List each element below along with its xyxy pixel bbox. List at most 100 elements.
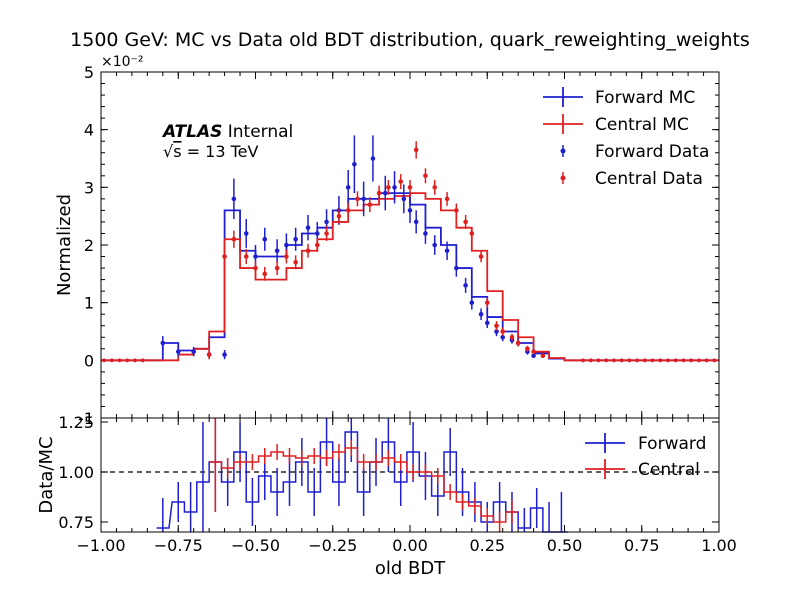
data-point (305, 248, 311, 254)
data-point (222, 254, 227, 259)
data-point (484, 320, 490, 326)
data-point (253, 265, 258, 271)
zero-point (666, 358, 670, 363)
data-point (423, 231, 428, 236)
zero-point (110, 358, 114, 363)
data-point (540, 353, 546, 359)
data-point (293, 260, 298, 265)
zero-point (612, 358, 616, 363)
zero-point (650, 358, 655, 363)
zero-point (712, 358, 717, 363)
zero-point (125, 358, 130, 363)
data-point (367, 202, 373, 207)
y-offset-label: ×10⁻² (101, 54, 144, 70)
ratio-frame (100, 417, 720, 533)
data-point (361, 196, 366, 202)
data-point (315, 231, 320, 236)
zero-point (689, 358, 693, 363)
data-point (324, 231, 329, 236)
ratio-xtick-label: −1.00 (76, 536, 125, 555)
data-point (444, 196, 450, 202)
ratio-xtick-label: 0.00 (392, 536, 428, 555)
atlas-status: Internal (228, 122, 294, 142)
data-point (352, 161, 357, 167)
data-point (500, 334, 506, 340)
data-point (386, 185, 391, 190)
zero-point (627, 358, 632, 363)
data-point (345, 185, 351, 190)
zero-point (604, 358, 609, 363)
ratio-xtick-label: −0.50 (231, 536, 280, 555)
data-point (494, 329, 499, 334)
data-point (191, 349, 196, 354)
data-point (253, 254, 258, 259)
main-y-axis-label: Normalized (54, 194, 75, 296)
zero-point (619, 358, 624, 363)
legend-label: Central MC (595, 115, 689, 135)
data-point (382, 190, 388, 196)
legend-marker (560, 175, 566, 181)
main-ytick-label: 3 (84, 178, 94, 197)
zero-point (643, 358, 647, 363)
legend-marker (560, 148, 566, 154)
ratio-ytick-label: 0.75 (58, 513, 94, 532)
data-point (407, 185, 413, 190)
zero-point (581, 358, 585, 363)
data-point (293, 236, 298, 242)
ratio-xtick-label: 0.50 (547, 536, 583, 555)
data-point (243, 254, 249, 259)
data-point (463, 219, 468, 225)
main-legend: Forward MC Central MC Forward Data Central … (543, 87, 709, 189)
ratio-panel: 0.75 1.00 1.25 −1.00 −0.75 −0.50 −0.25 0.00 0.25… (36, 413, 737, 579)
data-point (463, 283, 468, 288)
zero-point (102, 358, 106, 363)
main-ytick-label: 4 (84, 121, 94, 140)
zero-point (140, 358, 145, 363)
data-point (243, 231, 249, 236)
ratio-xtick-label: 1.00 (701, 536, 737, 555)
ratio-xtick-label: −0.25 (308, 536, 357, 555)
legend-label: Forward Data (595, 142, 709, 162)
data-point (469, 231, 475, 236)
data-point (469, 300, 475, 305)
data-point (432, 242, 438, 248)
ratio-y-axis-label: Data/MC (36, 436, 57, 513)
main-ytick-label: 5 (84, 63, 94, 82)
ratio-ytick-label: 1.00 (58, 463, 94, 482)
atlas-label: ATLAS Internal √s = 13 TeV (161, 122, 293, 161)
data-point (500, 329, 506, 334)
ratio-series-central (209, 447, 519, 523)
zero-point (673, 358, 678, 363)
ratio-series (156, 418, 568, 533)
data-point (494, 323, 499, 329)
data-point (206, 352, 212, 357)
data-point (262, 271, 268, 277)
zero-point (635, 358, 639, 363)
data-point (413, 147, 419, 153)
legend-label: Central Data (595, 169, 703, 189)
main-ytick-label: 0 (84, 351, 94, 370)
ratio-xtick-label: −0.75 (154, 536, 203, 555)
data-point (231, 236, 237, 242)
main-ytick-label: 2 (84, 236, 94, 255)
data-point (376, 190, 382, 196)
data-point (454, 208, 459, 213)
data-point (262, 236, 268, 242)
data-point (222, 352, 227, 357)
ratio-legend-label: Central (638, 460, 700, 480)
data-point (444, 248, 450, 254)
data-point (231, 196, 237, 202)
svg-text:ATLAS Internal: ATLAS Internal (161, 122, 293, 142)
atlas-text: ATLAS (161, 122, 222, 142)
chart-title: 1500 GeV: MC vs Data old BDT distributio… (70, 29, 750, 51)
data-point (454, 265, 459, 271)
main-panel: -1 0 1 2 3 4 5 ×10⁻² Normalized ATLAS Internal… (54, 54, 720, 428)
zero-point (117, 358, 122, 363)
zero-point (133, 358, 137, 363)
data-point (531, 353, 536, 359)
data-point (478, 254, 484, 259)
main-ytick-label: -1 (78, 409, 94, 428)
data-point (515, 340, 521, 346)
main-series (101, 135, 719, 363)
legend-label: Forward MC (595, 88, 695, 108)
